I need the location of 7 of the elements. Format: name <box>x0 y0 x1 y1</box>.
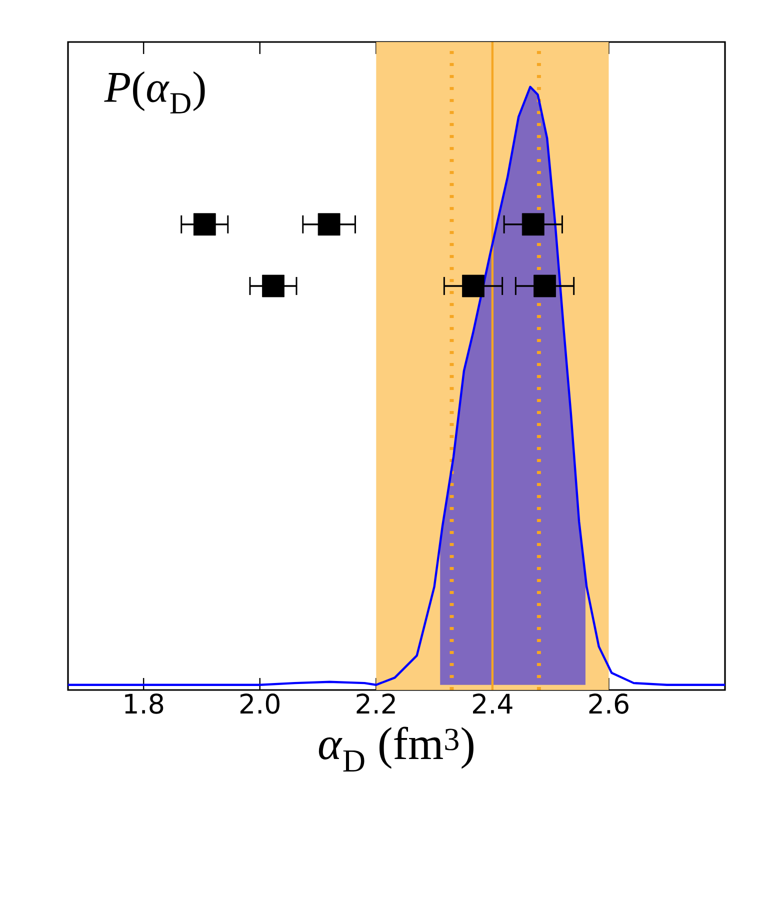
x-tick-label: 2.2 <box>356 694 395 714</box>
x-axis-title: α$_{D}$ (fm$^{3}$) <box>318 726 474 772</box>
x-tick-label: 2.6 <box>589 694 628 714</box>
x-tick-label: 2.4 <box>473 694 512 714</box>
x-tick-label: 2.0 <box>240 694 280 714</box>
x-tick-label: 1.8 <box>125 694 164 714</box>
annotation: P(α$_{D}$) <box>104 71 205 114</box>
